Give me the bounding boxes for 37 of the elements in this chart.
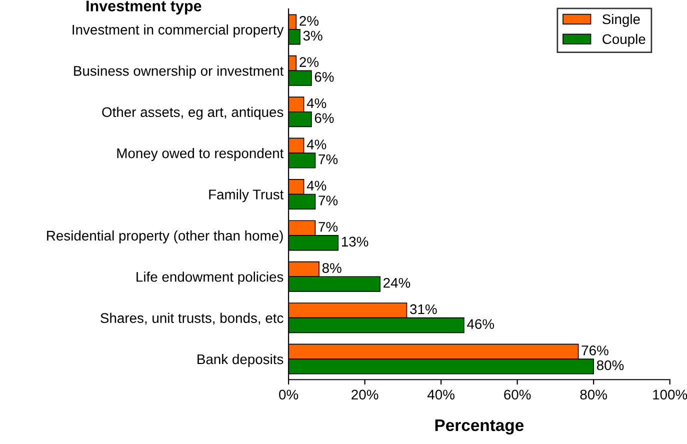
legend-label: Single bbox=[602, 14, 640, 27]
data-label: 80% bbox=[596, 360, 624, 370]
y-tick-label: Money owed to respondent bbox=[117, 148, 284, 161]
y-tick-label: Life endowment policies bbox=[136, 272, 284, 285]
y-tick-label: Bank deposits bbox=[198, 354, 284, 367]
data-label: 3% bbox=[303, 30, 322, 41]
y-tick-label: Shares, unit trusts, bonds, etc bbox=[100, 312, 284, 325]
data-label: 31% bbox=[410, 304, 437, 314]
data-label: 76% bbox=[582, 346, 608, 356]
data-label: 13% bbox=[342, 236, 368, 247]
data-label: 24% bbox=[384, 278, 410, 288]
data-label: 2% bbox=[300, 57, 319, 67]
x-tick-label: 20% bbox=[352, 390, 378, 400]
y-tick-label: Residential property (other than home) bbox=[47, 230, 283, 244]
data-label: 4% bbox=[306, 98, 326, 108]
x-tick-label: 60% bbox=[504, 390, 531, 400]
data-label: 7% bbox=[318, 222, 338, 232]
data-label: 7% bbox=[318, 154, 338, 164]
y-tick-label: Business ownership or investment bbox=[74, 66, 284, 79]
data-label: 4% bbox=[306, 140, 326, 150]
x-axis-title: Percentage bbox=[435, 419, 524, 434]
data-label: 4% bbox=[306, 180, 326, 191]
y-tick-label: Investment in commercial property bbox=[72, 24, 284, 38]
data-label: 7% bbox=[318, 196, 338, 206]
x-tick-label: 80% bbox=[580, 390, 607, 400]
x-tick-label: 40% bbox=[427, 390, 454, 400]
y-axis-title: Investment type bbox=[86, 0, 202, 14]
y-tick-label: Other assets, eg art, antiques bbox=[102, 106, 284, 120]
data-label: 6% bbox=[314, 72, 334, 82]
data-label: 6% bbox=[314, 113, 334, 124]
data-label: 46% bbox=[467, 319, 494, 329]
x-tick-label: 100% bbox=[653, 390, 687, 400]
y-tick-label: Family Trust bbox=[209, 189, 284, 202]
data-label: 8% bbox=[322, 263, 342, 273]
x-tick-label: 0% bbox=[279, 390, 298, 400]
legend-label: Couple bbox=[602, 34, 646, 47]
data-label: 2% bbox=[300, 16, 319, 26]
